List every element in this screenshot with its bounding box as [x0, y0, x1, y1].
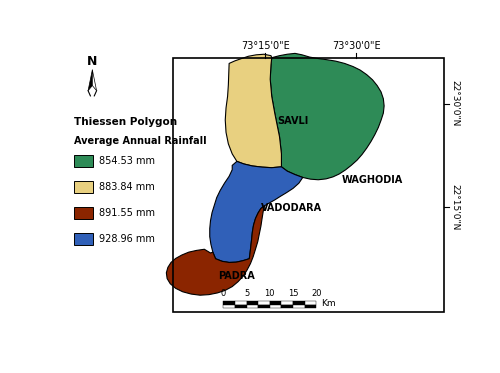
- Text: PADRA: PADRA: [218, 271, 256, 281]
- Bar: [224, 301, 235, 305]
- Bar: [304, 301, 316, 305]
- Text: 73°15'0"E: 73°15'0"E: [241, 41, 290, 51]
- Bar: [173, 58, 444, 312]
- Text: 891.55 mm: 891.55 mm: [98, 208, 154, 218]
- Bar: [258, 305, 270, 308]
- Text: WAGHODIA: WAGHODIA: [342, 175, 403, 185]
- Polygon shape: [210, 162, 303, 263]
- Bar: [235, 305, 246, 308]
- Text: 15: 15: [288, 289, 298, 298]
- Bar: [74, 155, 92, 167]
- Text: SAVLI: SAVLI: [278, 116, 308, 126]
- Polygon shape: [270, 53, 384, 180]
- Polygon shape: [88, 70, 92, 91]
- Text: Km: Km: [321, 299, 336, 308]
- Text: 73°30'0"E: 73°30'0"E: [332, 41, 380, 51]
- Bar: [270, 305, 281, 308]
- Bar: [304, 305, 316, 308]
- Text: 10: 10: [264, 289, 275, 298]
- Text: Average Annual Rainfall: Average Annual Rainfall: [74, 136, 207, 146]
- Text: 883.84 mm: 883.84 mm: [98, 182, 154, 192]
- Bar: [74, 233, 92, 245]
- Text: N: N: [87, 55, 98, 68]
- Text: 20: 20: [311, 289, 322, 298]
- Text: VADODARA: VADODARA: [260, 203, 322, 213]
- Bar: [74, 181, 92, 193]
- Bar: [293, 305, 304, 308]
- Bar: [224, 305, 235, 308]
- Text: Thiessen Polygon: Thiessen Polygon: [74, 117, 177, 127]
- Bar: [258, 301, 270, 305]
- Text: 928.96 mm: 928.96 mm: [98, 233, 154, 244]
- Polygon shape: [92, 70, 96, 91]
- Text: 0: 0: [220, 289, 226, 298]
- Bar: [246, 305, 258, 308]
- Bar: [282, 301, 293, 305]
- Text: 22°15'0"N: 22°15'0"N: [450, 184, 459, 230]
- Bar: [74, 207, 92, 219]
- Bar: [235, 301, 246, 305]
- Bar: [270, 301, 281, 305]
- Polygon shape: [225, 54, 281, 168]
- Text: 5: 5: [244, 289, 249, 298]
- Bar: [246, 301, 258, 305]
- Polygon shape: [166, 206, 265, 295]
- Text: 854.53 mm: 854.53 mm: [98, 156, 154, 166]
- Bar: [282, 305, 293, 308]
- Text: 22°30'0"N: 22°30'0"N: [450, 81, 459, 127]
- Bar: [293, 301, 304, 305]
